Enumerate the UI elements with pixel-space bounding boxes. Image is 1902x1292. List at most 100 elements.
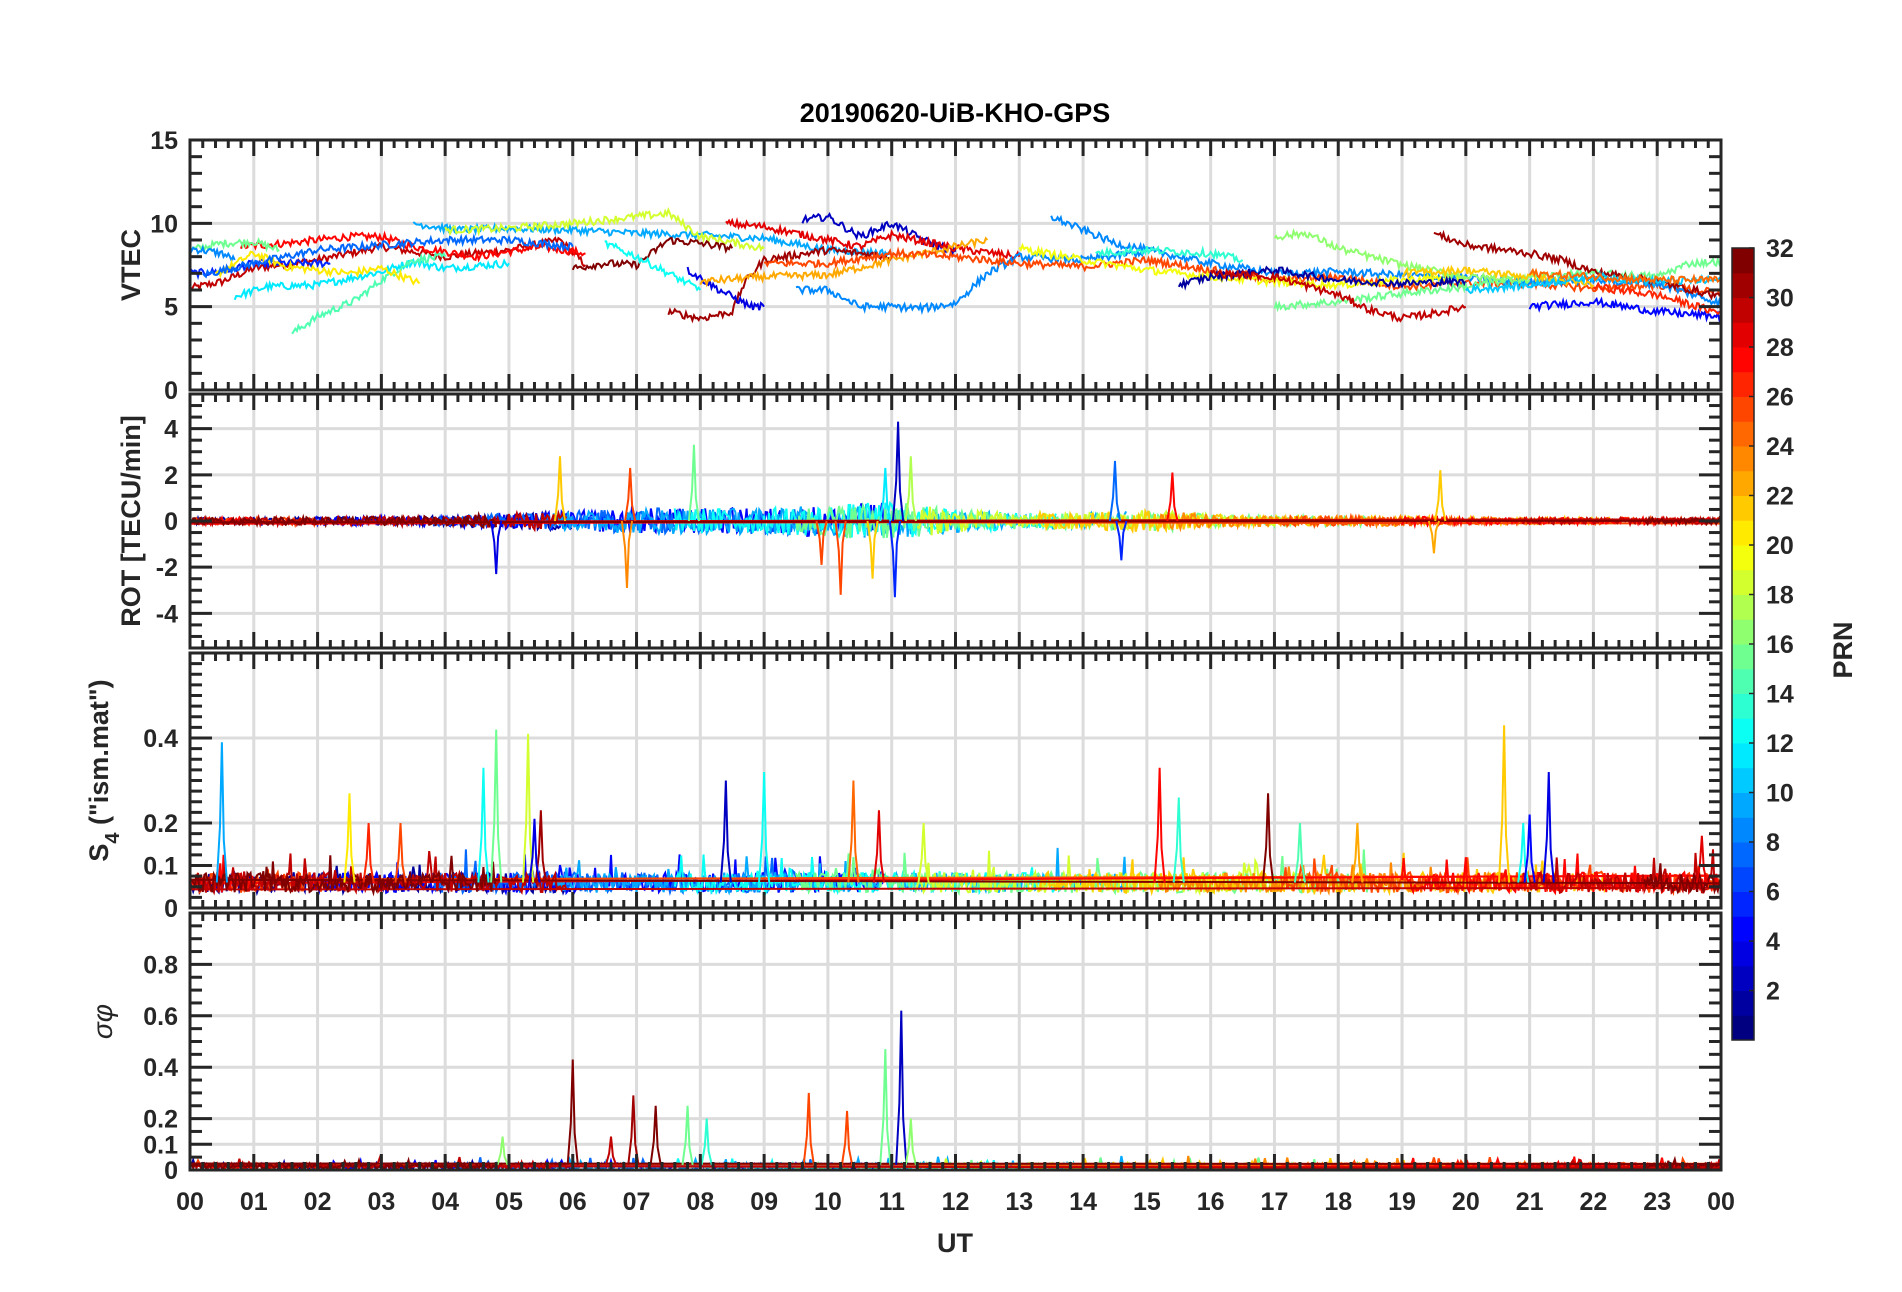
colorbar-band-prn-3 [1732,965,1754,991]
y-tick-label: 15 [150,127,178,155]
x-tick-label: 16 [1197,1188,1225,1216]
y-axis-label: VTEC [116,229,146,301]
x-tick-label: 15 [1133,1188,1161,1216]
series-line-prn-19 [444,206,765,253]
x-tick-label: 23 [1643,1188,1671,1216]
colorbar-band-prn-29 [1732,322,1754,348]
colorbar-band-prn-22 [1732,495,1754,521]
y-tick-label: 0.8 [143,951,178,979]
series-line-prn-17 [1273,227,1531,286]
series-line-prn-25 [1528,267,1721,286]
series-line-prn-22 [1402,264,1595,289]
series-line-prn-32 [571,236,734,272]
y-tick-label: 0.2 [143,1106,178,1134]
colorbar-tick-label: 22 [1766,483,1794,511]
series-line-prn-21 [214,250,421,286]
series-line-prn-8 [202,233,574,279]
peak-prn-4 [528,818,541,883]
series-line-prn-9 [795,246,1148,316]
colorbar-band-prn-32 [1732,248,1754,274]
colorbar-tick-label: 28 [1766,334,1794,362]
x-tick-label: 17 [1261,1188,1289,1216]
x-tick-label: 05 [495,1188,523,1216]
colorbar-band-prn-8 [1732,842,1754,868]
peak-prn-22 [1498,725,1511,883]
x-tick-label: 04 [431,1188,459,1216]
peak-prn-29 [1695,835,1708,883]
colorbar-band-prn-5 [1732,916,1754,942]
y-tick-label: -2 [156,554,178,582]
peak-prn-16 [490,729,503,883]
peak-prn-14 [1172,797,1185,883]
peak-prn-31 [534,810,547,883]
colorbar-band-prn-27 [1732,371,1754,397]
y-axis-label-rest: ("ism.mat") [84,679,114,832]
colorbar-band-prn-16 [1732,644,1754,670]
colorbar-tick-label: 18 [1766,582,1794,610]
colorbar-band-prn-28 [1732,347,1754,373]
series-line-prn-32 [190,855,1721,897]
panel-sigma-phi: 00.10.2 0.4 0.6 0.8 σφ [87,911,1723,1185]
colorbar-band-prn-2 [1732,990,1754,1016]
x-tick-label: 22 [1580,1188,1608,1216]
x-tick-label: 10 [814,1188,842,1216]
series-line-prn-30 [190,849,1721,896]
y-tick-label: 0.1 [143,853,178,881]
colorbar-band-prn-23 [1732,470,1754,496]
y-tick-label: -4 [156,600,178,628]
colorbar-band-prn-17 [1732,619,1754,645]
x-tick-label: 20 [1452,1188,1480,1216]
peak-prn-22 [1434,470,1447,522]
panel-rot: -4 -2 0 2 4 ROT [TECU/min] [116,392,1723,650]
series-line-prn-29 [725,216,1021,261]
series-line-prn-23 [699,236,989,288]
y-tick-label: 0.4 [143,1054,178,1082]
peak-prn-26 [802,1092,815,1166]
x-tick-label: 07 [623,1188,651,1216]
panel-s4: 0 0.1 0.2 0.4 S4 ("ism.mat") [84,651,1723,923]
panel-frame [188,911,1723,1172]
colorbar-band-prn-30 [1732,297,1754,323]
peak-prn-21 [343,793,356,883]
y-axis-label: S4 ("ism.mat") [84,679,124,861]
peak-prn-26 [815,520,828,565]
peak-prn-16 [687,444,701,522]
x-tick-label: 06 [559,1188,587,1216]
peak-prn-25 [847,780,860,883]
x-tick-label: 19 [1388,1188,1416,1216]
colorbar-band-prn-18 [1732,594,1754,620]
colorbar-band-prn-10 [1732,792,1754,818]
series-group [190,206,1721,335]
colorbar-tick-label: 12 [1766,730,1794,758]
colorbar-tick-label: 8 [1766,829,1780,857]
series-line-prn-9 [190,244,236,263]
y-axis-label-main: S [84,844,114,862]
peak-prn-29 [872,810,886,883]
colorbar-band-prn-9 [1732,817,1754,843]
peak-prn-13 [477,767,490,883]
colorbar-tick-label: 2 [1766,978,1780,1006]
peak-prn-17 [904,1118,917,1166]
y-tick-label: 0 [164,508,178,536]
peak-prn-3 [719,780,732,883]
colorbar-band-prn-26 [1732,396,1754,422]
peak-prn-19 [521,733,535,883]
peak-prn-28 [1153,767,1166,883]
y-axis-label: σφ [87,1004,118,1039]
y-tick-label: 0 [164,1157,178,1185]
peak-prn-3 [891,421,905,522]
peak-prn-26 [394,822,407,883]
panel-frame [188,392,1723,650]
colorbar-tick-label: 32 [1766,235,1794,263]
colorbar-band-prn-11 [1732,767,1754,793]
peak-prn-26 [624,467,637,522]
series-line-prn-31 [1433,229,1721,301]
y-tick-label: 0.1 [143,1131,178,1159]
colorbar-tick-label: 4 [1766,928,1780,956]
peak-prn-15 [1293,822,1307,883]
y-axis-label: ROT [TECU/min] [116,415,146,626]
peak-prn-28 [1166,472,1179,522]
x-tick-label: 11 [878,1188,905,1216]
peak-prn-12 [879,467,892,522]
